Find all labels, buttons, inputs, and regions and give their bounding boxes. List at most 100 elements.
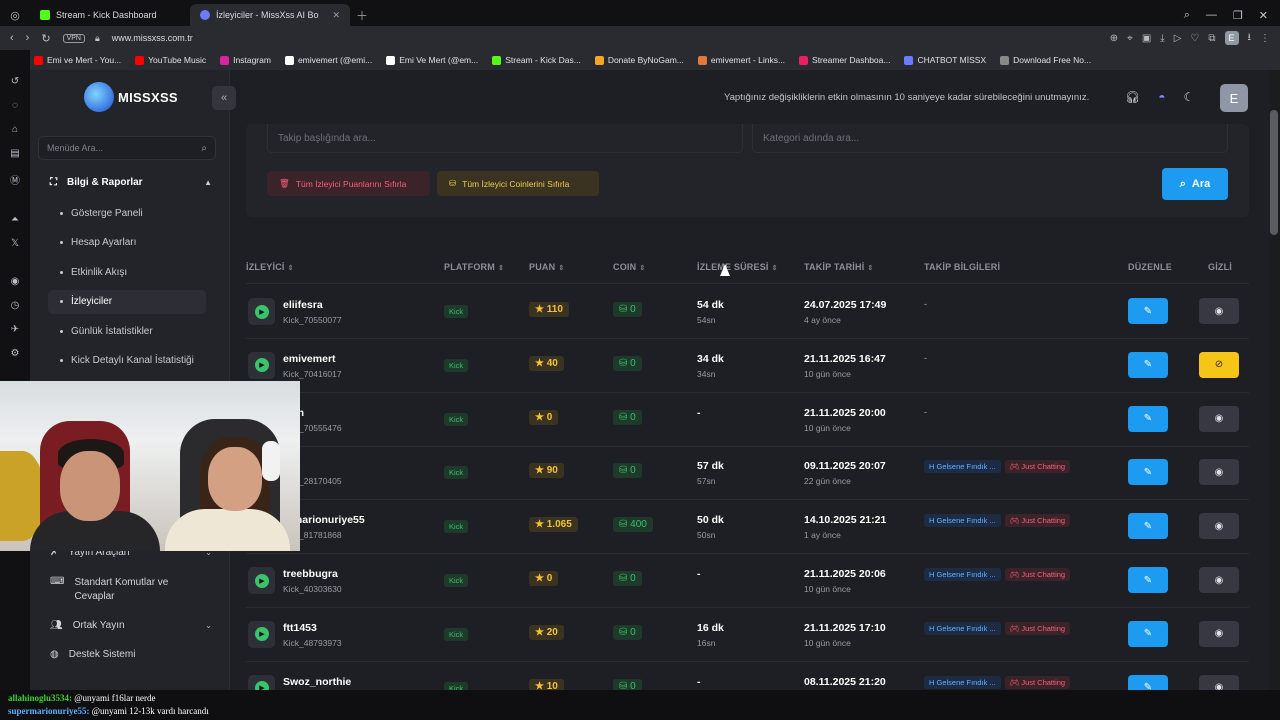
moon-icon[interactable]: ☾ [1183,90,1195,104]
viewer-name[interactable]: ermarionuriye55 [283,514,365,527]
pin-icon[interactable]: ⌖ [1127,32,1133,44]
music-icon[interactable]: ◉ [10,276,20,287]
viewer-name[interactable]: emivemert [283,352,336,365]
live-status-button[interactable]: ▶ [248,567,275,594]
search-button[interactable]: ⌕ Ara [1162,168,1228,200]
bookmark-item[interactable]: Stream - Kick Das... [492,55,581,65]
extensions-icon[interactable]: ⧉ [1208,32,1216,44]
edit-button[interactable]: ✎ [1128,298,1168,324]
workspace-icon[interactable]: ⌂ [11,124,19,135]
snapshot-icon[interactable]: ▣ [1141,32,1152,44]
col-platform[interactable]: PLATFORM ⇕ [444,262,505,272]
reload-icon[interactable]: ↻ [41,32,51,45]
back-icon[interactable]: ‹ [10,32,14,44]
close-window-icon[interactable]: ✕ [1258,9,1268,22]
settings-icon[interactable]: ⚙ [10,348,20,359]
edit-button[interactable]: ✎ [1128,405,1168,432]
bookmark-item[interactable]: Download Free No... [1000,55,1091,65]
restore-icon[interactable]: ❐ [1232,9,1243,22]
edit-button[interactable]: ✎ [1128,567,1168,593]
profile-avatar[interactable]: E [1224,31,1239,45]
headset-icon[interactable]: 🎧︎ [1125,90,1141,104]
bookmark-item[interactable]: emivemert - Links... [697,55,785,65]
brand-logo[interactable]: MISSXSS [84,82,178,112]
bookmark-item[interactable]: emivemert (@emi... [284,55,372,65]
page-scrollbar[interactable] [1270,110,1278,235]
bookmark-item[interactable]: Emi Ve Mert (@em... [386,55,478,65]
reset-coins-button[interactable]: ⛁ Tüm İzleyici Coinlerini Sıfırla [437,171,599,196]
edit-button[interactable]: ✎ [1128,513,1168,540]
sidebar-item[interactable]: Hesap Ayarları [48,231,206,255]
bookmark-item[interactable]: Streamer Dashboa... [799,55,890,65]
clock-icon[interactable]: ◷ [10,300,20,311]
col-viewer[interactable]: İZLEYİCİ ⇕ [246,262,294,272]
visibility-toggle-button[interactable]: ◉ [1199,298,1239,324]
sidebar-item[interactable]: İzleyiciler [48,289,206,314]
discord-icon[interactable]: ◓ [1158,90,1166,104]
sidebar-group-stream-tools[interactable]: ✗ Yayın Araçları ⌄ [50,547,212,558]
category-input[interactable]: Kategori adında ara... [752,124,1228,153]
tools-icon[interactable]: ✈ [10,324,20,335]
viewer-name[interactable]: eliifesra [283,299,323,311]
live-status-button[interactable]: ▶ [248,351,275,379]
live-status-button[interactable]: ▶ [248,620,275,648]
ai-icon[interactable]: ◌ [12,100,18,111]
sidebar-group-commands[interactable]: ⌨ Standart Komutlar ve Cevaplar [50,576,212,604]
visibility-toggle-button[interactable]: ◉ [1199,620,1239,647]
new-tab-icon[interactable]: ＋ [356,8,369,23]
edit-button[interactable]: ✎ [1128,674,1168,694]
browser-menu-icon[interactable]: ◎ [10,9,20,22]
sidebar-item[interactable]: Günlük İstatistikler [48,319,206,343]
bookmark-item[interactable]: YouTube Music [135,55,206,65]
col-points[interactable]: PUAN ⇕ [529,262,565,272]
m-icon[interactable]: Ⓜ [10,176,20,187]
col-follow-date[interactable]: TAKİP TARİHİ ⇕ [804,262,874,272]
browser-tab-kick[interactable]: Stream - Kick Dashboard [30,4,190,26]
bookmark-item[interactable]: CHATBOT MİSSX [904,55,986,65]
minimize-icon[interactable]: — [1205,8,1217,21]
url-field[interactable]: www.missxss.com.tr [111,33,193,43]
edit-button[interactable]: ✎ [1128,620,1168,647]
more-menu-icon[interactable]: ⋮ [1260,32,1270,44]
browser-tab-missxss[interactable]: İzleyiciler - MissXss AI Bo ✕ [190,4,350,26]
visibility-toggle-button[interactable]: ◉ [1199,567,1239,593]
sidebar-group-support[interactable]: ◍ Destek Sistemi [50,649,212,660]
play-icon[interactable]: ▷ [1173,32,1182,44]
sidebar-item[interactable]: Etkinlik Akışı [48,260,206,284]
visibility-toggle-button[interactable]: ◉ [1199,405,1239,432]
wallet-icon[interactable]: ▤ [10,148,20,159]
sidebar-group-collab[interactable]: 👥︎ Ortak Yayın ⌄ [50,620,212,631]
download-page-icon[interactable]: ⤓ [1160,32,1165,44]
visibility-toggle-button[interactable]: ⊘ [1199,351,1239,378]
edit-button[interactable]: ✎ [1128,459,1168,486]
sidebar-section-reports[interactable]: ⛶ Bilgi & Raporlar ▲ [50,177,212,188]
col-watch-time[interactable]: İZLEME SÜRESİ ⇕ [697,262,778,272]
follow-title-input[interactable]: Takip başlığında ara... [267,124,743,153]
menu-search-input[interactable]: Menüde Ara... ⌕ [38,136,216,160]
viewer-name[interactable]: Swoz_northie [283,675,352,688]
bookmark-item[interactable]: Instagram [220,55,271,65]
user-avatar[interactable]: E [1220,84,1248,112]
reset-points-button[interactable]: 🗑︎ Tüm İzleyici Puanlarını Sıfırla [267,171,430,196]
visibility-toggle-button[interactable]: ◉ [1199,513,1239,540]
x-icon[interactable]: 𝕏 [10,238,20,249]
viewer-name[interactable]: ftt1453 [283,621,317,634]
history-icon[interactable]: ↺ [10,76,20,87]
sidebar-item[interactable]: Kick Detaylı Kanal İstatistiği [48,349,206,373]
close-tab-icon[interactable]: ✕ [332,9,340,20]
bookmark-item[interactable]: Emi ve Mert - You... [34,55,121,65]
kick-icon[interactable]: ⏶ [11,214,19,225]
zoom-icon[interactable]: ⊕ [1109,32,1119,44]
bookmark-item[interactable]: Donate ByNoGam... [594,55,684,65]
visibility-toggle-button[interactable]: ◉ [1199,674,1239,694]
visibility-toggle-button[interactable]: ◉ [1199,459,1239,486]
edit-button[interactable]: ✎ [1128,351,1168,378]
vpn-badge[interactable]: VPN [62,33,85,43]
viewer-name[interactable]: treebbugra [283,568,338,580]
sidebar-item[interactable]: Gösterge Paneli [48,201,206,225]
col-coin[interactable]: COIN ⇕ [613,262,646,272]
heart-icon[interactable]: ♡ [1190,32,1200,44]
forward-icon[interactable]: › [25,32,30,44]
downloads-icon[interactable]: ⭳ [1247,31,1252,43]
search-tabs-icon[interactable]: ⌕ [1183,8,1190,21]
